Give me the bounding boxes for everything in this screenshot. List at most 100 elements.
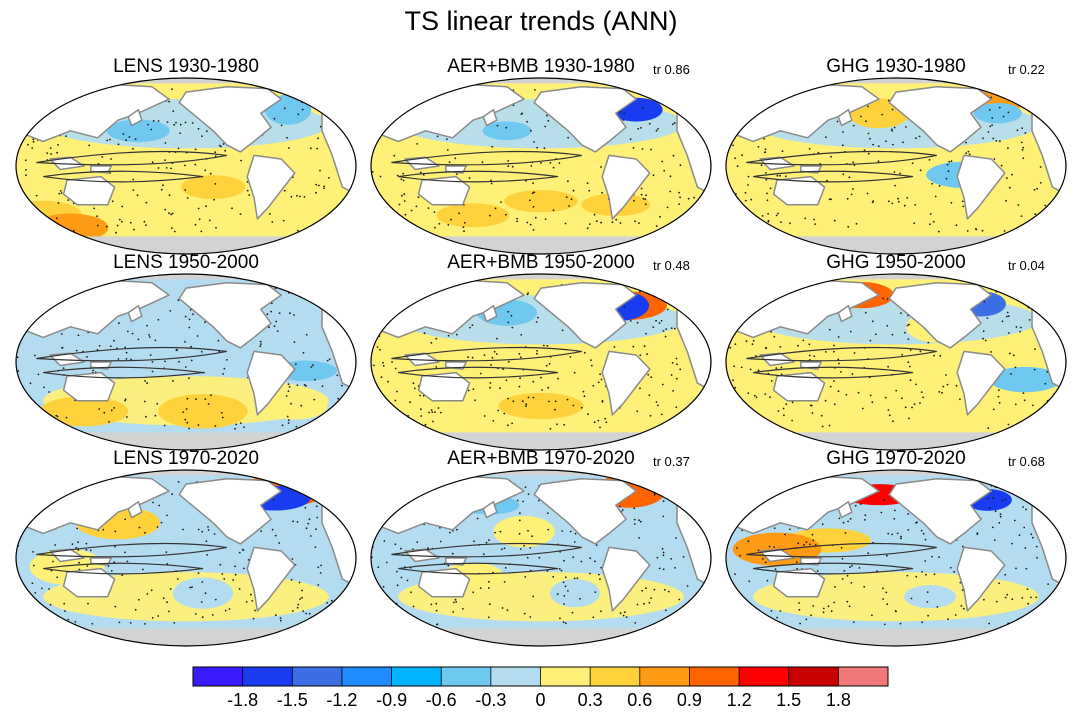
stipple-dot: [915, 575, 918, 578]
stipple-dot: [392, 105, 395, 108]
continent-japan: [127, 500, 143, 519]
stipple-dot: [21, 489, 23, 491]
stipple-dot: [314, 378, 316, 381]
stipple-dot: [483, 415, 486, 417]
stipple-dot: [184, 366, 187, 368]
continent-greenland: [642, 276, 671, 293]
stipple-dot: [634, 622, 637, 624]
stipple-dot: [830, 198, 832, 201]
stipple-dot: [547, 528, 550, 531]
stipple-dot: [604, 417, 607, 420]
stipple-dot: [894, 184, 896, 187]
stipple-dot: [698, 88, 701, 91]
stipple-dot: [320, 564, 322, 567]
trend-correlation-label: tr 0.22: [1008, 62, 1045, 77]
stipple-dot: [63, 602, 66, 605]
stipple-dot: [45, 306, 47, 309]
stipple-dot: [315, 528, 317, 530]
stipple-dot: [522, 500, 524, 503]
stipple-dot: [36, 299, 39, 302]
stipple-dot: [955, 224, 958, 227]
stipple-dot: [16, 617, 18, 620]
stipple-dot: [962, 607, 965, 610]
stipple-dot: [1021, 127, 1023, 129]
stipple-dot: [893, 518, 896, 520]
stipple-dot: [773, 546, 775, 548]
stipple-dot: [791, 401, 794, 404]
stipple-dot: [869, 339, 872, 342]
stipple-dot: [372, 594, 375, 597]
stipple-dot: [392, 502, 395, 505]
stipple-dot: [166, 563, 169, 565]
stipple-dot: [527, 493, 530, 495]
stipple-dot: [922, 532, 925, 535]
warm-anomaly: [493, 515, 555, 548]
stipple-dot: [330, 498, 333, 501]
stipple-dot: [319, 572, 322, 574]
stipple-dot: [519, 548, 522, 550]
stipple-dot: [281, 424, 284, 427]
stipple-dot: [321, 501, 323, 504]
stipple-dot: [118, 322, 120, 325]
stipple-dot: [88, 144, 91, 147]
stipple-dot: [837, 390, 840, 393]
stipple-dot: [416, 143, 419, 145]
antarctica: [726, 628, 1066, 646]
stipple-dot: [662, 551, 665, 554]
map-border: [15, 469, 357, 647]
stipple-dot: [855, 222, 858, 225]
stipple-dot: [431, 411, 434, 413]
stipple-dot: [410, 209, 413, 212]
stipple-dot: [732, 144, 734, 147]
stipple-dot: [389, 284, 392, 287]
stipple-dot: [287, 383, 290, 386]
stipple-dot: [317, 137, 319, 140]
continent-japan: [482, 108, 498, 127]
stipple-dot: [220, 145, 222, 148]
stipple-dot: [60, 89, 63, 92]
stipple-dot: [184, 418, 187, 421]
stipple-dot: [1044, 204, 1047, 207]
stipple-dot: [494, 207, 497, 210]
stipple-dot: [302, 610, 305, 612]
stipple-dot: [699, 296, 702, 299]
stipple-dot: [984, 339, 987, 342]
stipple-dot: [64, 610, 66, 612]
stipple-dot: [774, 568, 777, 570]
stipple-dot: [336, 424, 338, 426]
stipple-dot: [188, 326, 191, 329]
stipple-dot: [188, 318, 191, 321]
stipple-dot: [669, 175, 672, 178]
stipple-dot: [472, 591, 475, 594]
stipple-dot: [126, 416, 128, 418]
stipple-dot: [808, 148, 811, 150]
stipple-dot: [742, 425, 744, 428]
stipple-dot: [462, 608, 464, 610]
stipple-dot: [296, 521, 299, 523]
stipple-dot: [25, 169, 27, 171]
stipple-dot: [312, 364, 314, 366]
stipple-dot: [164, 208, 167, 211]
stipple-dot: [296, 194, 298, 197]
stipple-dot: [777, 212, 779, 215]
stipple-dot: [767, 219, 770, 222]
stipple-dot: [45, 230, 48, 233]
continent-southAmerica: [246, 154, 296, 220]
climatology-contour: [36, 542, 227, 558]
stipple-dot: [305, 384, 307, 387]
stipple-dot: [896, 532, 899, 535]
stipple-dot: [696, 517, 699, 520]
stipple-dot: [926, 591, 929, 593]
stipple-dot: [524, 486, 527, 489]
stipple-dot: [200, 601, 203, 603]
stipple-dot: [859, 503, 862, 505]
stipple-dot: [671, 362, 674, 364]
stipple-dot: [409, 401, 411, 404]
stipple-dot: [138, 526, 141, 529]
stipple-dot: [241, 548, 244, 551]
stipple-dot: [782, 407, 785, 410]
stipple-dot: [214, 151, 217, 154]
stipple-dot: [669, 425, 672, 427]
stipple-dot: [315, 505, 318, 508]
stipple-dot: [1044, 408, 1046, 411]
